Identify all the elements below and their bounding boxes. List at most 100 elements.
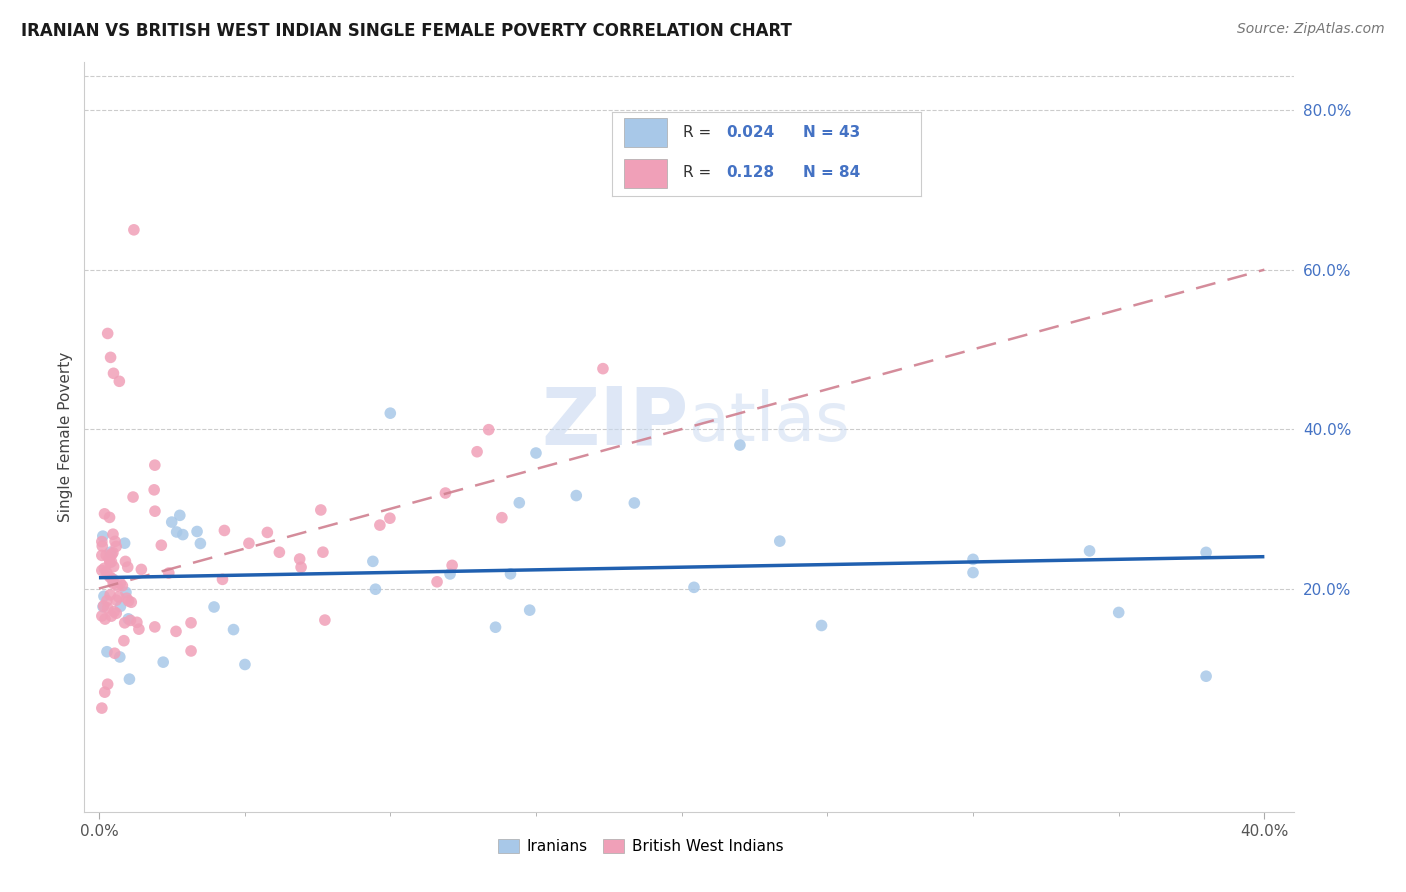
Point [96,548,118,562]
Point [180,644,202,658]
Point [94,612,117,626]
FancyBboxPatch shape [624,159,668,188]
Point [484,620,506,634]
Text: 0.024: 0.024 [725,125,775,140]
Point [143,620,166,634]
Point [103,559,125,574]
Point [112,633,135,648]
Point [90,534,112,549]
Point [508,496,530,510]
Point [90,701,112,715]
Point [238,536,260,550]
Point [103,605,125,619]
Point [256,525,278,540]
Point [441,558,464,573]
Text: R =: R = [683,125,711,140]
Point [143,458,166,472]
Point [361,554,384,568]
Point [426,574,449,589]
Point [172,527,194,541]
Point [117,594,139,608]
Point [101,572,124,586]
Point [101,546,124,560]
Point [169,508,191,523]
Point [120,595,142,609]
Text: Source: ZipAtlas.com: Source: ZipAtlas.com [1237,22,1385,37]
FancyBboxPatch shape [624,119,668,147]
Point [364,582,387,597]
Point [152,655,174,669]
Text: ZIP: ZIP [541,383,689,461]
Point [110,576,132,591]
Point [108,374,131,388]
Point [98,555,121,569]
Point [222,623,245,637]
Point [478,423,501,437]
Point [108,650,131,665]
Point [1078,544,1101,558]
Text: atlas: atlas [689,389,849,455]
Point [96,565,118,579]
Point [623,496,645,510]
Point [93,507,115,521]
Point [166,524,188,539]
Point [94,685,117,699]
Point [93,561,115,575]
Point [524,446,547,460]
Point [728,438,751,452]
Point [97,326,120,341]
Point [439,566,461,581]
Point [93,599,115,613]
Point [143,483,166,497]
Point [96,645,118,659]
Point [180,615,202,630]
Point [1195,545,1218,559]
Point [91,529,114,543]
Point [312,545,335,559]
Text: IRANIAN VS BRITISH WEST INDIAN SINGLE FEMALE POVERTY CORRELATION CHART: IRANIAN VS BRITISH WEST INDIAN SINGLE FE… [21,22,792,40]
Point [91,539,114,553]
Point [143,504,166,518]
Point [233,657,256,672]
Point [115,585,138,599]
Point [128,622,150,636]
Point [90,609,112,624]
Point [97,601,120,615]
Point [114,536,136,550]
Point [114,554,136,568]
Point [499,566,522,581]
Point [98,510,121,524]
Point [97,677,120,691]
Point [104,534,127,549]
Point [104,646,127,660]
Point [120,613,142,627]
Point [769,534,792,549]
Point [98,588,121,602]
Point [105,607,128,621]
Point [117,612,139,626]
Point [465,444,488,458]
Point [100,555,122,569]
Point [214,524,236,538]
Point [434,486,457,500]
Point [90,563,112,577]
Point [962,552,984,566]
Point [519,603,541,617]
Point [368,518,391,533]
Point [107,590,129,604]
Point [962,566,984,580]
Point [565,489,588,503]
Point [103,576,125,591]
Point [190,536,212,550]
Text: N = 43: N = 43 [803,125,860,140]
Point [592,361,614,376]
Point [309,503,332,517]
Point [110,599,132,614]
Point [125,615,148,630]
Point [202,599,225,614]
Point [122,490,145,504]
Point [211,572,233,586]
Point [105,540,128,554]
Point [101,527,124,541]
Point [103,367,125,381]
